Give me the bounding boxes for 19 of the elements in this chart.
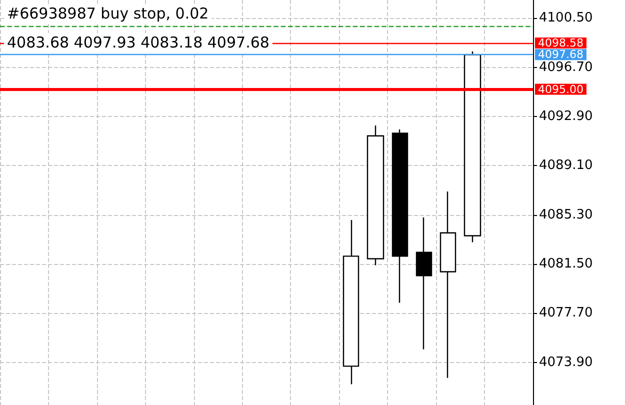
y-tick-label: 4081.50 (539, 256, 593, 272)
candlestick (464, 50, 482, 243)
y-tick-label: 4073.90 (539, 354, 593, 370)
ref-line-label: 4098.58 (538, 36, 584, 50)
candlestick (392, 128, 408, 304)
candlestick (342, 219, 360, 385)
ref-line-label: 4097.68 (538, 48, 584, 62)
candlestick (366, 124, 384, 266)
y-tick-label: 4096.70 (539, 60, 593, 75)
candlestick (440, 190, 456, 378)
annotation: 4083.68 4097.93 4083.18 4097.68 (7, 34, 270, 52)
y-tick-label: 4100.50 (539, 10, 593, 26)
annotation: #66938987 buy stop, 0.02 (7, 4, 209, 22)
y-tick-label: 4085.30 (539, 207, 593, 222)
ref-line-label: 4095.00 (538, 82, 584, 96)
y-tick-label: 4092.90 (539, 108, 593, 124)
candlestick (416, 216, 432, 350)
y-tick-label: 4089.10 (539, 158, 593, 174)
y-tick-label: 4077.70 (539, 306, 593, 321)
